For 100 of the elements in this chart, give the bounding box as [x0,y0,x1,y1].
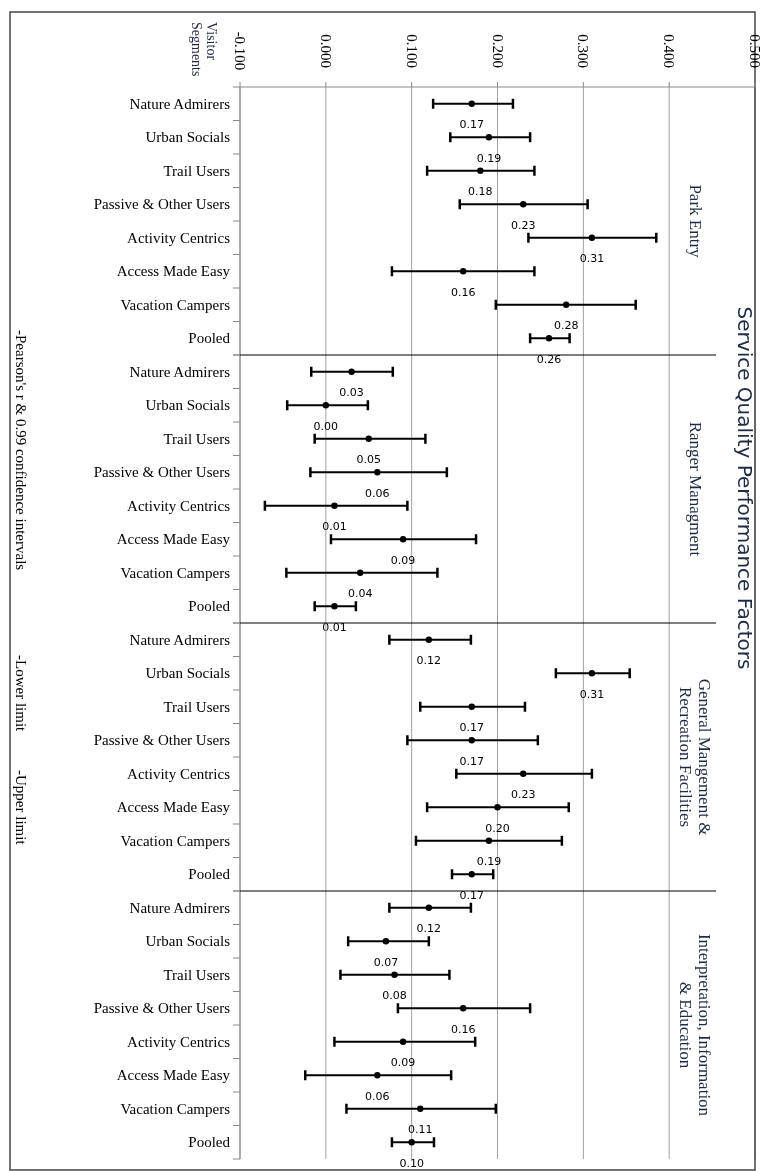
point [425,904,433,911]
point [356,569,364,576]
y-tick-label: Urban Socials [145,933,231,950]
data-label: 0.03 [339,386,364,400]
data-label: 0.23 [511,788,536,802]
point [374,469,381,476]
y-tick-label: Trail Users [163,698,231,715]
data-label: 0.17 [459,721,484,735]
y-tick-label: Pooled [188,866,231,883]
y-tick-label: Activity Centrics [127,497,231,514]
point [588,670,596,677]
text: Park Entry [686,184,705,259]
point [588,234,596,241]
x-tick-label: 0.400 [661,34,678,68]
y-tick-label: Passive & Other Users [93,196,231,213]
point [459,1005,467,1012]
y-tick-label: Passive & Other Users [93,1000,231,1017]
point [322,402,330,409]
data-label: 0.01 [322,620,347,634]
y-axis-title: Visitor Segments [189,22,219,77]
x-tick-label: 0.300 [575,34,592,68]
y-tick-label: Passive & Other Users [93,732,231,749]
text: -Lower limit [13,655,29,733]
point [382,938,390,945]
point [399,1038,407,1045]
point [399,536,407,543]
data-label: 0.17 [459,754,484,768]
point [391,971,398,978]
y-tick-label: Urban Socials [145,665,231,682]
data-label: 0.16 [450,285,476,299]
data-label: 0.09 [390,1056,416,1070]
point [520,201,527,208]
data-label: 0.06 [365,1089,390,1103]
y-tick-label: Activity Centrics [127,229,231,246]
point [485,134,493,141]
data-label: 0.08 [382,989,407,1003]
data-label: 0.11 [408,1123,433,1137]
text: -Upper limit [13,770,29,846]
point [459,268,467,275]
point [468,100,475,107]
data-label: 0.19 [476,151,502,165]
data-label: 0.04 [347,587,373,601]
point [494,804,501,811]
text: General Mangement & Recreation Facilities [676,678,714,836]
data-label: 0.05 [356,453,381,467]
data-label: 0.26 [536,352,562,366]
point [468,703,475,710]
point [331,603,338,610]
point [468,737,475,744]
y-tick-label: Access Made Easy [116,263,231,280]
y-tick-label: Access Made Easy [116,799,231,816]
point [468,871,475,878]
y-tick-label: Pooled [188,330,231,347]
data-label: 0.12 [416,654,442,668]
x-tick-label: 0.100 [403,34,420,68]
data-label: 0.28 [553,319,579,333]
data-label: 0.06 [365,486,390,500]
data-label: 0.17 [459,888,484,902]
y-tick-label: Vacation Campers [120,564,231,581]
point [562,301,570,308]
text: -Pearson's r & 0.99 confidence intervals [13,330,29,571]
y-tick-label: Nature Admirers [129,899,231,916]
data-label: 0.31 [579,687,605,701]
point [348,368,355,375]
y-tick-label: Vacation Campers [120,832,231,849]
y-tick-label: Activity Centrics [127,765,231,782]
point [485,837,493,844]
point [545,335,553,342]
y-tick-label: Trail Users [163,966,231,983]
y-tick-label: Urban Socials [145,397,231,414]
y-tick-label: Access Made Easy [116,1067,231,1084]
y-tick-label: Pooled [188,598,231,615]
y-tick-label: Vacation Campers [120,296,231,313]
x-tick-label: 0.500 [747,34,763,68]
data-label: 0.10 [399,1156,424,1170]
x-tick-label: -0.100 [232,31,248,71]
x-tick-label: 0.000 [317,34,334,68]
data-label: 0.00 [313,419,339,433]
data-label: 0.12 [416,922,442,936]
point [365,435,372,442]
annotation: Service Quality Performance Factors [733,306,757,670]
data-label: 0.19 [476,855,502,869]
data-label: 0.20 [485,821,510,835]
point [408,1139,415,1146]
point [374,1072,381,1079]
y-tick-label: Nature Admirers [129,95,231,112]
data-label: 0.18 [468,185,493,199]
point [425,636,433,643]
data-label: 0.16 [450,1022,476,1036]
y-tick-label: Activity Centrics [127,1033,231,1050]
point [417,1105,424,1112]
x-tick-label: 0.200 [489,34,506,68]
y-tick-label: Pooled [188,1134,231,1151]
text: Interpretation, Information & Education [676,933,714,1117]
data-label: 0.23 [511,218,536,232]
y-tick-label: Nature Admirers [129,363,231,380]
data-label: 0.17 [459,118,484,132]
text: Ranger Managment [686,421,705,557]
data-label: 0.07 [373,955,399,969]
y-tick-label: Urban Socials [145,129,231,146]
